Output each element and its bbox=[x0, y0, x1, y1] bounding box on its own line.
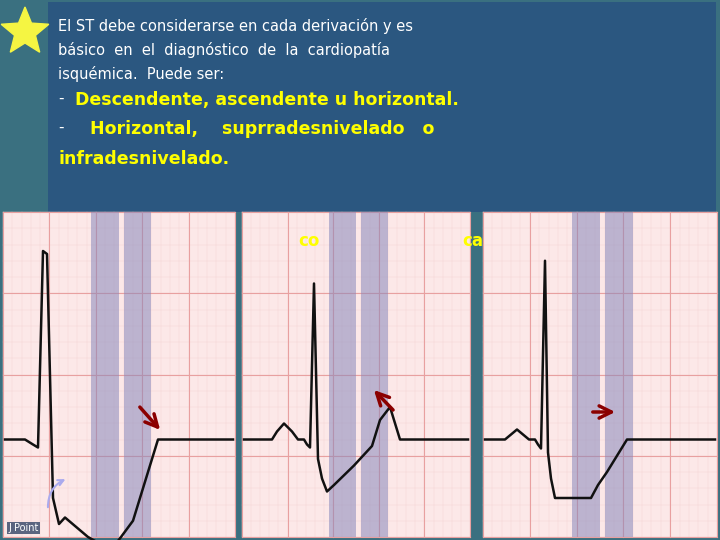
Text: El ST debe considerarse en cada derivación y es: El ST debe considerarse en cada derivaci… bbox=[58, 18, 413, 34]
Bar bbox=[48, 2, 716, 212]
Text: infradesnivelado.: infradesnivelado. bbox=[58, 150, 229, 168]
Bar bbox=[91, 212, 119, 537]
Bar bbox=[3, 212, 235, 537]
Text: -: - bbox=[58, 120, 63, 135]
Text: isquémica.  Puede ser:: isquémica. Puede ser: bbox=[58, 66, 224, 82]
Text: -: - bbox=[58, 91, 63, 106]
Bar bbox=[361, 212, 388, 537]
Bar bbox=[483, 212, 717, 537]
Polygon shape bbox=[1, 7, 49, 52]
Text: Descendente, ascendente u horizontal.: Descendente, ascendente u horizontal. bbox=[75, 91, 459, 109]
Text: básico  en  el  diagnóstico  de  la  cardiopatía: básico en el diagnóstico de la cardiopat… bbox=[58, 42, 390, 58]
Bar bbox=[328, 212, 356, 537]
Text: co: co bbox=[298, 232, 320, 250]
Bar bbox=[572, 212, 600, 537]
Bar bbox=[124, 212, 151, 537]
Text: J Point: J Point bbox=[8, 523, 38, 533]
Bar bbox=[242, 212, 470, 537]
Text: Horizontal,    suprradesnivelado   o: Horizontal, suprradesnivelado o bbox=[90, 120, 434, 138]
Text: ca: ca bbox=[462, 232, 483, 250]
Bar bbox=[605, 212, 633, 537]
